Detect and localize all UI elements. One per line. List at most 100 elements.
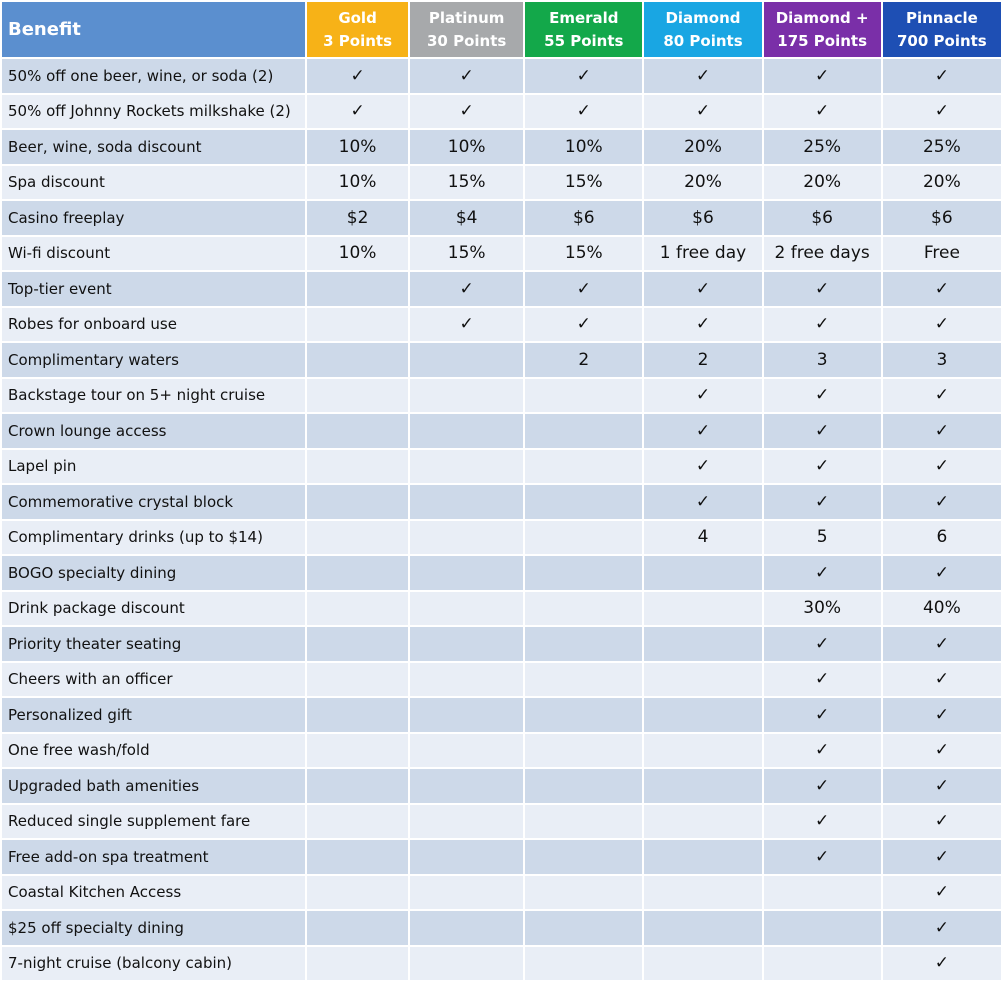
checkmark-icon: ✓ [525, 272, 643, 306]
checkmark-icon: ✓ [882, 556, 1001, 590]
tier-points: 30 Points [426, 31, 507, 50]
benefit-value: 10% [525, 130, 643, 164]
table-row: Backstage tour on 5+ night cruise ✓ ✓ ✓ [2, 378, 1001, 412]
table-row: Coastal Kitchen Access ✓ [2, 875, 1001, 909]
checkmark-icon: ✓ [410, 59, 524, 93]
benefit-value [410, 946, 524, 980]
checkmark-icon: ✓ [763, 698, 881, 732]
benefit-value [307, 804, 409, 838]
checkmark-icon: ✓ [763, 662, 881, 696]
checkmark-icon: ✓ [410, 94, 524, 128]
benefit-name: Complimentary drinks (up to $14) [2, 520, 306, 554]
benefit-value [307, 698, 409, 732]
table-body: 50% off one beer, wine, or soda (2) ✓ ✓ ✓ ✓ ✓… [2, 59, 1001, 980]
benefit-value [525, 733, 643, 767]
checkmark-icon: ✓ [882, 911, 1001, 945]
tier-points: 175 Points [777, 31, 868, 50]
benefit-value [525, 946, 643, 980]
benefit-name: Personalized gift [2, 698, 306, 732]
table-row: Complimentary drinks (up to $14) 4 5 6 [2, 520, 1001, 554]
checkmark-icon: ✓ [882, 946, 1001, 980]
benefit-value [525, 414, 643, 448]
checkmark-icon: ✓ [882, 378, 1001, 412]
benefit-value: 20% [882, 165, 1001, 199]
benefit-value [644, 733, 762, 767]
table-row: $25 off specialty dining ✓ [2, 911, 1001, 945]
benefit-value: $4 [410, 201, 524, 235]
benefit-value: 15% [525, 165, 643, 199]
benefit-name: One free wash/fold [2, 733, 306, 767]
checkmark-icon: ✓ [882, 733, 1001, 767]
checkmark-icon: ✓ [525, 59, 643, 93]
benefit-value [307, 946, 409, 980]
checkmark-icon: ✓ [882, 272, 1001, 306]
benefit-value [525, 627, 643, 661]
checkmark-icon: ✓ [410, 307, 524, 341]
checkmark-icon: ✓ [763, 272, 881, 306]
benefit-value [307, 875, 409, 909]
tier-name: Diamond + [775, 8, 869, 27]
header-row: Benefit Gold 3 Points Platinum 30 Points Eme… [2, 2, 1001, 57]
checkmark-icon: ✓ [882, 875, 1001, 909]
checkmark-icon: ✓ [644, 94, 762, 128]
benefit-value [307, 343, 409, 377]
benefit-value: 1 free day [644, 236, 762, 270]
table-row: Casino freeplay $2 $4 $6 $6 $6 $6 [2, 201, 1001, 235]
benefit-value [525, 698, 643, 732]
checkmark-icon: ✓ [882, 804, 1001, 838]
benefit-value [410, 556, 524, 590]
checkmark-icon: ✓ [763, 769, 881, 803]
benefit-value: 6 [882, 520, 1001, 554]
benefit-value [525, 875, 643, 909]
benefit-name: Coastal Kitchen Access [2, 875, 306, 909]
benefit-column-header: Benefit [2, 2, 306, 57]
checkmark-icon: ✓ [882, 627, 1001, 661]
tier-header-platinum: Platinum 30 Points [410, 2, 524, 57]
benefit-value: $6 [644, 201, 762, 235]
benefit-value [525, 591, 643, 625]
benefit-value [644, 804, 762, 838]
benefit-value: 25% [882, 130, 1001, 164]
benefit-name: Free add-on spa treatment [2, 840, 306, 874]
table-row: Wi-fi discount 10% 15% 15% 1 free day 2 free … [2, 236, 1001, 270]
table-row: Drink package discount 30% 40% [2, 591, 1001, 625]
benefit-name: Crown lounge access [2, 414, 306, 448]
table-row: Crown lounge access ✓ ✓ ✓ [2, 414, 1001, 448]
benefit-value: $6 [525, 201, 643, 235]
checkmark-icon: ✓ [644, 307, 762, 341]
benefit-value: 25% [763, 130, 881, 164]
checkmark-icon: ✓ [882, 414, 1001, 448]
benefit-value [307, 307, 409, 341]
benefit-name: Spa discount [2, 165, 306, 199]
benefit-value [644, 627, 762, 661]
benefit-value [763, 875, 881, 909]
checkmark-icon: ✓ [307, 59, 409, 93]
benefit-value [525, 840, 643, 874]
benefit-value [525, 911, 643, 945]
checkmark-icon: ✓ [763, 378, 881, 412]
checkmark-icon: ✓ [882, 94, 1001, 128]
table-row: One free wash/fold ✓ ✓ [2, 733, 1001, 767]
benefit-value [525, 520, 643, 554]
benefit-value [307, 449, 409, 483]
benefit-value: 15% [525, 236, 643, 270]
benefit-value [410, 343, 524, 377]
benefit-name: BOGO specialty dining [2, 556, 306, 590]
benefit-value [410, 485, 524, 519]
table-row: Lapel pin ✓ ✓ ✓ [2, 449, 1001, 483]
benefit-value [525, 449, 643, 483]
checkmark-icon: ✓ [763, 449, 881, 483]
tier-header-emerald: Emerald 55 Points [525, 2, 643, 57]
benefit-value [410, 591, 524, 625]
benefit-value [307, 911, 409, 945]
benefit-value [525, 662, 643, 696]
table-row: Complimentary waters 2 2 3 3 [2, 343, 1001, 377]
checkmark-icon: ✓ [882, 59, 1001, 93]
tier-header-diamond: Diamond 80 Points [644, 2, 762, 57]
benefit-name: 50% off one beer, wine, or soda (2) [2, 59, 306, 93]
benefit-value [410, 733, 524, 767]
table-row: Beer, wine, soda discount 10% 10% 10% 20% 25%… [2, 130, 1001, 164]
benefit-value [644, 840, 762, 874]
benefit-value: 10% [410, 130, 524, 164]
table-row: Personalized gift ✓ ✓ [2, 698, 1001, 732]
